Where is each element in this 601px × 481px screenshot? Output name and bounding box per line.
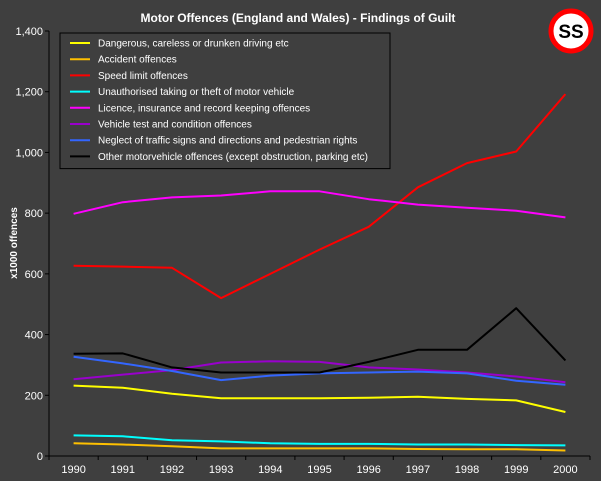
y-tick-label: 0 <box>37 451 43 463</box>
y-tick-label: 400 <box>25 330 43 342</box>
x-tick-label: 1993 <box>209 464 233 476</box>
legend: Dangerous, careless or drunken driving e… <box>59 32 391 170</box>
svg-text:SS: SS <box>558 22 583 43</box>
legend-label: Vehicle test and condition offences <box>98 120 252 131</box>
axes: 0 200 400 600 800 1,000 1,200 1,400 1990 1991 1992… <box>15 26 591 476</box>
series-line <box>73 190 566 219</box>
series-line <box>73 434 566 447</box>
x-tick-label: 1994 <box>258 464 282 476</box>
legend-label: Licence, insurance and record keeping of… <box>98 103 310 114</box>
series-line <box>73 384 566 413</box>
legend-label: Neglect of traffic signs and directions … <box>98 136 357 147</box>
y-tick-label: 600 <box>25 269 43 281</box>
y-tick-label: 1,200 <box>15 87 43 99</box>
y-axis-label: x1000 offences <box>9 207 20 279</box>
legend-label: Unauthorised taking or theft of motor ve… <box>98 87 295 98</box>
legend-label: Other motorvehicle offences (except obst… <box>98 152 368 163</box>
x-tick-label: 1997 <box>406 464 430 476</box>
x-tick-label: 1995 <box>307 464 331 476</box>
series-line <box>73 307 567 374</box>
y-tick-label: 1,400 <box>15 26 43 38</box>
x-tick-label: 2000 <box>553 464 577 476</box>
y-tick-label: 800 <box>25 208 43 220</box>
legend-box <box>59 32 391 170</box>
y-tick-label: 1,000 <box>15 147 43 159</box>
x-tick-label: 1990 <box>61 464 85 476</box>
x-tick-label: 1992 <box>160 464 184 476</box>
x-tick-label: 1996 <box>356 464 380 476</box>
legend-label: Speed limit offences <box>98 71 188 82</box>
series-line <box>73 93 567 300</box>
y-tick-label: 200 <box>25 390 43 402</box>
legend-label: Accident offences <box>98 55 177 66</box>
chart-title: Motor Offences (England and Wales) - Fin… <box>141 11 456 25</box>
x-tick-label: 1991 <box>111 464 135 476</box>
x-tick-label: 1998 <box>455 464 479 476</box>
logo: SS <box>548 8 594 54</box>
x-tick-label: 1999 <box>504 464 528 476</box>
series-line <box>73 360 566 384</box>
series-layer <box>73 93 567 452</box>
series-line <box>73 442 566 452</box>
legend-label: Dangerous, careless or drunken driving e… <box>98 39 289 50</box>
